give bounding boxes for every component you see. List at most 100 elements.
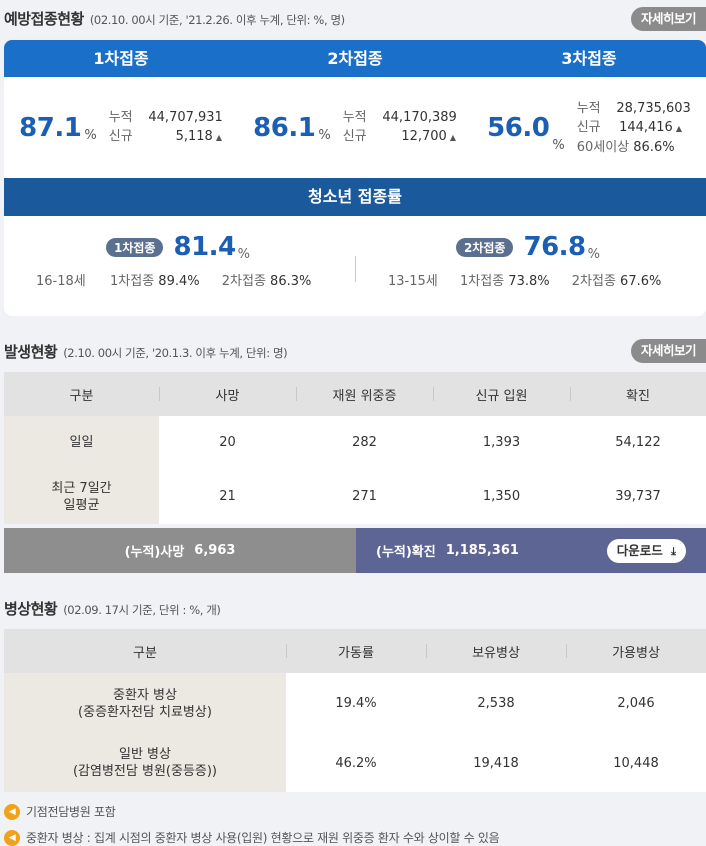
- download-button[interactable]: 다운로드 ⤓: [606, 539, 686, 563]
- beds-cell: 10,448: [613, 755, 659, 771]
- outbreak-cell: 21: [219, 489, 236, 504]
- outbreak-cell: 20: [219, 435, 236, 450]
- outbreak-header-death: 사망: [159, 372, 296, 416]
- teen-second-value-13-15: 67.6%: [620, 274, 662, 289]
- table-row: 일반 병상 (감염병전담 병원(중등증)) 46.2% 19,418 10,448: [4, 734, 706, 792]
- outbreak-table: 구분 사망 재원 위중증 신규 입원 확진 일일 20 282 1,393 54…: [4, 372, 706, 524]
- teen-first-label-16-18: 1차접종: [110, 274, 155, 289]
- beds-cell: 19.4%: [335, 696, 377, 711]
- dose1-new-label: 신규: [108, 129, 133, 144]
- outbreak-row-label: 최근 7일간 일평균: [4, 469, 159, 524]
- dose3-senior-label: 60세이상: [576, 139, 630, 155]
- teen-divider: [355, 256, 356, 282]
- beds-title: 병상현황: [4, 600, 58, 618]
- teen-age-16-18: 16-18세: [36, 274, 86, 289]
- beds-row-label: 일반 병상 (감염병전담 병원(중등증)): [4, 734, 286, 792]
- vaccination-subtitle: (02.10. 00시 기준, '21.2.26. 이후 누계, 단위: %, …: [89, 13, 345, 27]
- download-icon: ⤓: [671, 545, 676, 558]
- up-triangle-icon: ▲: [449, 133, 456, 142]
- teen-first-value-16-18: 89.4%: [158, 274, 200, 289]
- beds-cell: 46.2%: [335, 755, 377, 771]
- up-triangle-icon: ▲: [215, 133, 222, 142]
- beds-header-category: 구분: [4, 629, 286, 673]
- outbreak-title: 발생현황: [4, 343, 58, 361]
- beds-table: 구분 가동률 보유병상 가용병상 중환자 병상 (중증환자전담 치료병상) 19.…: [4, 629, 706, 792]
- outbreak-cell: 282: [352, 435, 377, 450]
- teen-pct-16-18: %: [237, 247, 250, 262]
- speaker-icon: ◀: [4, 829, 20, 846]
- dose3-header: 3차접종: [561, 49, 617, 68]
- beds-header-available: 가용병상: [566, 629, 706, 673]
- outbreak-subtitle: (2.10. 00시 기준, '20.1.3. 이후 누계, 단위: 명): [63, 346, 288, 360]
- outbreak-header: 발생현황 (2.10. 00시 기준, '20.1.3. 이후 누계, 단위: …: [4, 341, 288, 362]
- dose3-pct: %: [552, 137, 565, 153]
- teen-first-label-13-15: 1차접종: [460, 274, 505, 289]
- dose-header-bar: 1차접종 2차접종 3차접종: [4, 40, 706, 77]
- outbreak-header-confirmed: 확진: [570, 372, 706, 416]
- teen-second-value-16-18: 86.3%: [270, 274, 312, 289]
- dose2-new-value: 12,700: [401, 129, 447, 144]
- teen-rate-13-15: 76.8: [523, 232, 586, 262]
- cum-death-value: 6,963: [194, 543, 236, 558]
- outbreak-header-admitted: 신규 입원: [433, 372, 570, 416]
- beds-cell: 2,538: [477, 696, 515, 711]
- teen-pct-13-15: %: [587, 247, 600, 262]
- dose-stats-row: 87.1 % 누적 44,707,931 신규 5,118 ▲ 86.1 % 누적…: [4, 77, 706, 178]
- teen-group-13-15: 13-15세 2차접종 76.8 % 1차접종 73.8% 2차접종 67.6%: [356, 216, 706, 316]
- teen-first-value-13-15: 73.8%: [508, 274, 550, 289]
- dose2-pct: %: [318, 128, 331, 143]
- outbreak-cell: 271: [352, 489, 377, 504]
- teen-pill-13-15: 2차접종: [456, 237, 514, 257]
- dose3-cum-label: 누적: [576, 100, 601, 116]
- teen-stats-row: 16-18세 1차접종 81.4 % 1차접종 89.4% 2차접종 86.3%…: [4, 216, 706, 316]
- outbreak-header-category: 구분: [4, 372, 159, 416]
- table-row: 최근 7일간 일평균 21 271 1,350 39,737: [4, 469, 706, 524]
- note-2: ◀ 중환자 병상 : 집계 시점의 중환자 병상 사용(입원) 현황으로 재원 …: [4, 829, 500, 846]
- beds-header: 병상현황 (02.09. 17시 기준, 단위 : %, 개): [4, 598, 221, 619]
- dose3-new-label: 신규: [576, 119, 601, 135]
- dose1-cum-label: 누적: [108, 110, 133, 125]
- outbreak-cell: 1,393: [482, 435, 521, 450]
- dose2-new-label: 신규: [342, 129, 367, 144]
- dose2-cum-label: 누적: [342, 110, 367, 125]
- dose2-rate: 86.1: [253, 112, 316, 143]
- dose3-stats: 56.0 % 누적 28,735,603 신규 144,416 ▲ 60세이상 8…: [472, 99, 706, 157]
- teen-group-16-18: 16-18세 1차접종 81.4 % 1차접종 89.4% 2차접종 86.3%: [4, 216, 355, 316]
- cumulative-bar: (누적)사망 6,963 (누적)확진 1,185,361 다운로드 ⤓: [4, 528, 706, 573]
- beds-header-held: 보유병상: [426, 629, 566, 673]
- dose3-cum-value: 28,735,603: [616, 100, 691, 116]
- speaker-icon: ◀: [4, 803, 20, 820]
- cum-confirmed-label: (누적)확진: [376, 545, 436, 560]
- vaccination-detail-button[interactable]: 자세히보기: [630, 7, 706, 31]
- vaccination-card: 1차접종 2차접종 3차접종 87.1 % 누적 44,707,931 신규 5…: [4, 40, 706, 316]
- outbreak-cell: 39,737: [615, 489, 661, 504]
- outbreak-detail-button[interactable]: 자세히보기: [630, 339, 706, 363]
- cumulative-death: (누적)사망 6,963: [4, 528, 356, 573]
- teen-second-label-16-18: 2차접종: [221, 274, 266, 289]
- dose1-header: 1차접종: [93, 49, 149, 68]
- teen-age-13-15: 13-15세: [388, 274, 438, 289]
- cum-death-label: (누적)사망: [124, 545, 185, 560]
- dose1-pct: %: [84, 128, 97, 143]
- dose2-header: 2차접종: [327, 49, 383, 68]
- table-row: 중환자 병상 (중증환자전담 치료병상) 19.4% 2,538 2,046: [4, 673, 706, 734]
- beds-cell: 19,418: [473, 755, 519, 771]
- cum-confirmed-value: 1,185,361: [445, 543, 519, 558]
- dose1-stats: 87.1 % 누적 44,707,931 신규 5,118 ▲: [4, 108, 238, 147]
- dose3-senior-value: 86.6%: [633, 139, 675, 155]
- dose1-new-value: 5,118: [175, 129, 213, 144]
- dose1-rate: 87.1: [19, 112, 82, 143]
- outbreak-header-severe: 재원 위중증: [296, 372, 433, 416]
- outbreak-row-label: 일일: [4, 416, 159, 469]
- teen-title: 청소년 접종률: [4, 178, 706, 216]
- beds-header-rate: 가동률: [286, 629, 426, 673]
- up-triangle-icon: ▲: [675, 123, 682, 133]
- beds-row-label: 중환자 병상 (중증환자전담 치료병상): [4, 673, 286, 734]
- note-1: ◀ 기점전담병원 포함: [4, 803, 116, 820]
- dose2-stats: 86.1 % 누적 44,170,389 신규 12,700 ▲: [238, 108, 472, 147]
- teen-rate-16-18: 81.4: [173, 232, 236, 262]
- teen-second-label-13-15: 2차접종: [571, 274, 616, 289]
- teen-pill-16-18: 1차접종: [106, 237, 164, 257]
- dose3-rate: 56.0: [487, 112, 550, 143]
- cumulative-confirmed: (누적)확진 1,185,361 다운로드 ⤓: [356, 528, 706, 573]
